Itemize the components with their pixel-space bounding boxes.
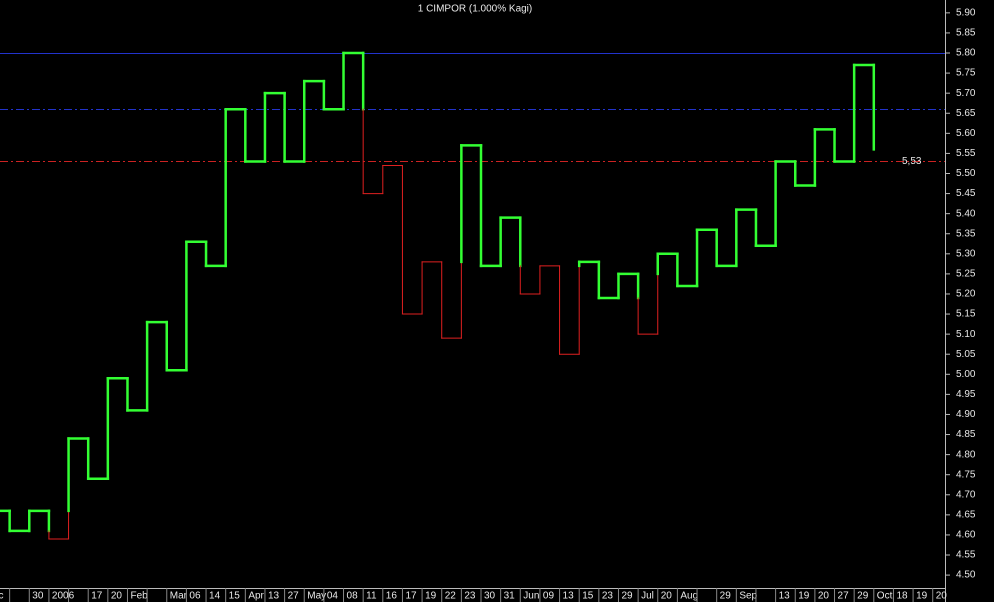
y-tick-label: 4.85 [956, 429, 976, 440]
x-tick-label: ec [0, 591, 4, 602]
y-tick-label: 4.70 [956, 489, 976, 500]
y-tick-label: 4.55 [956, 550, 976, 561]
chart-title: 1 CIMPOR (1.000% Kagi) [418, 4, 533, 15]
x-tick-label: 04 [327, 591, 339, 602]
x-tick-label: Sep [739, 591, 757, 602]
y-tick-label: 5.90 [956, 7, 976, 18]
x-tick-label: 27 [288, 591, 300, 602]
y-tick-label: 4.90 [956, 409, 976, 420]
x-tick-label: 13 [563, 591, 575, 602]
y-tick-label: 5.45 [956, 188, 976, 199]
x-tick-label: 09 [543, 591, 555, 602]
x-tick-label: 17 [405, 591, 417, 602]
x-tick-label: 19 [425, 591, 437, 602]
x-tick-label: 19 [798, 591, 810, 602]
x-tick-label: Mar [170, 591, 188, 602]
x-tick-label: 30 [32, 591, 44, 602]
x-tick-label: May [307, 591, 326, 602]
y-tick-label: 5.55 [956, 148, 976, 159]
x-tick-label: Jul [641, 591, 654, 602]
x-tick-label: 20 [818, 591, 830, 602]
y-tick-label: 4.50 [956, 570, 976, 581]
x-tick-label: 16 [386, 591, 398, 602]
x-tick-label: Apr [248, 591, 264, 602]
x-tick-label: 30 [484, 591, 496, 602]
x-tick-label: 29 [720, 591, 732, 602]
x-tick-label: Feb [130, 591, 148, 602]
y-tick-label: 5.15 [956, 309, 976, 320]
y-tick-label: 4.65 [956, 509, 976, 520]
x-tick-label: 31 [504, 591, 516, 602]
x-tick-label: 08 [347, 591, 359, 602]
x-tick-label: 23 [464, 591, 476, 602]
y-tick-label: 4.95 [956, 389, 976, 400]
x-tick-label: 18 [896, 591, 908, 602]
x-tick-label: 15 [582, 591, 594, 602]
x-tick-label: 06 [189, 591, 201, 602]
y-tick-label: 5.80 [956, 48, 976, 59]
x-tick-label: 15 [229, 591, 241, 602]
y-tick-label: 5.60 [956, 128, 976, 139]
y-tick-label: 5.30 [956, 248, 976, 259]
x-tick-label: Aug [680, 591, 698, 602]
y-tick-label: 5.00 [956, 369, 976, 380]
x-tick-label: 14 [209, 591, 221, 602]
y-tick-label: 5.70 [956, 88, 976, 99]
x-tick-label: 19 [916, 591, 928, 602]
y-tick-label: 5.85 [956, 28, 976, 39]
x-tick-label: 13 [779, 591, 791, 602]
y-tick-label: 5.50 [956, 168, 976, 179]
y-tick-label: 5.40 [956, 208, 976, 219]
y-tick-label: 4.75 [956, 469, 976, 480]
x-tick-label: 17 [91, 591, 103, 602]
x-tick-label: Oct [877, 591, 893, 602]
x-tick-label: Jun [523, 591, 539, 602]
y-tick-label: 5.65 [956, 108, 976, 119]
x-tick-label: 11 [366, 591, 377, 602]
y-tick-label: 5.10 [956, 329, 976, 340]
x-tick-label: 20 [661, 591, 673, 602]
y-tick-label: 5.25 [956, 269, 976, 280]
reference-label: 5,53 [902, 156, 922, 167]
x-tick-label: 29 [621, 591, 633, 602]
y-tick-label: 4.60 [956, 530, 976, 541]
x-tick-label: 2006 [52, 591, 75, 602]
y-tick-label: 5.35 [956, 228, 976, 239]
x-tick-label: 20 [111, 591, 123, 602]
x-tick-label: 13 [268, 591, 280, 602]
y-tick-label: 5.75 [956, 68, 976, 79]
x-tick-label: 20 [936, 591, 948, 602]
y-tick-label: 5.20 [956, 289, 976, 300]
x-tick-label: 23 [602, 591, 614, 602]
y-tick-label: 4.80 [956, 449, 976, 460]
x-tick-label: 29 [857, 591, 869, 602]
x-tick-label: 22 [445, 591, 457, 602]
x-tick-label: 27 [838, 591, 850, 602]
y-tick-label: 5.05 [956, 349, 976, 360]
